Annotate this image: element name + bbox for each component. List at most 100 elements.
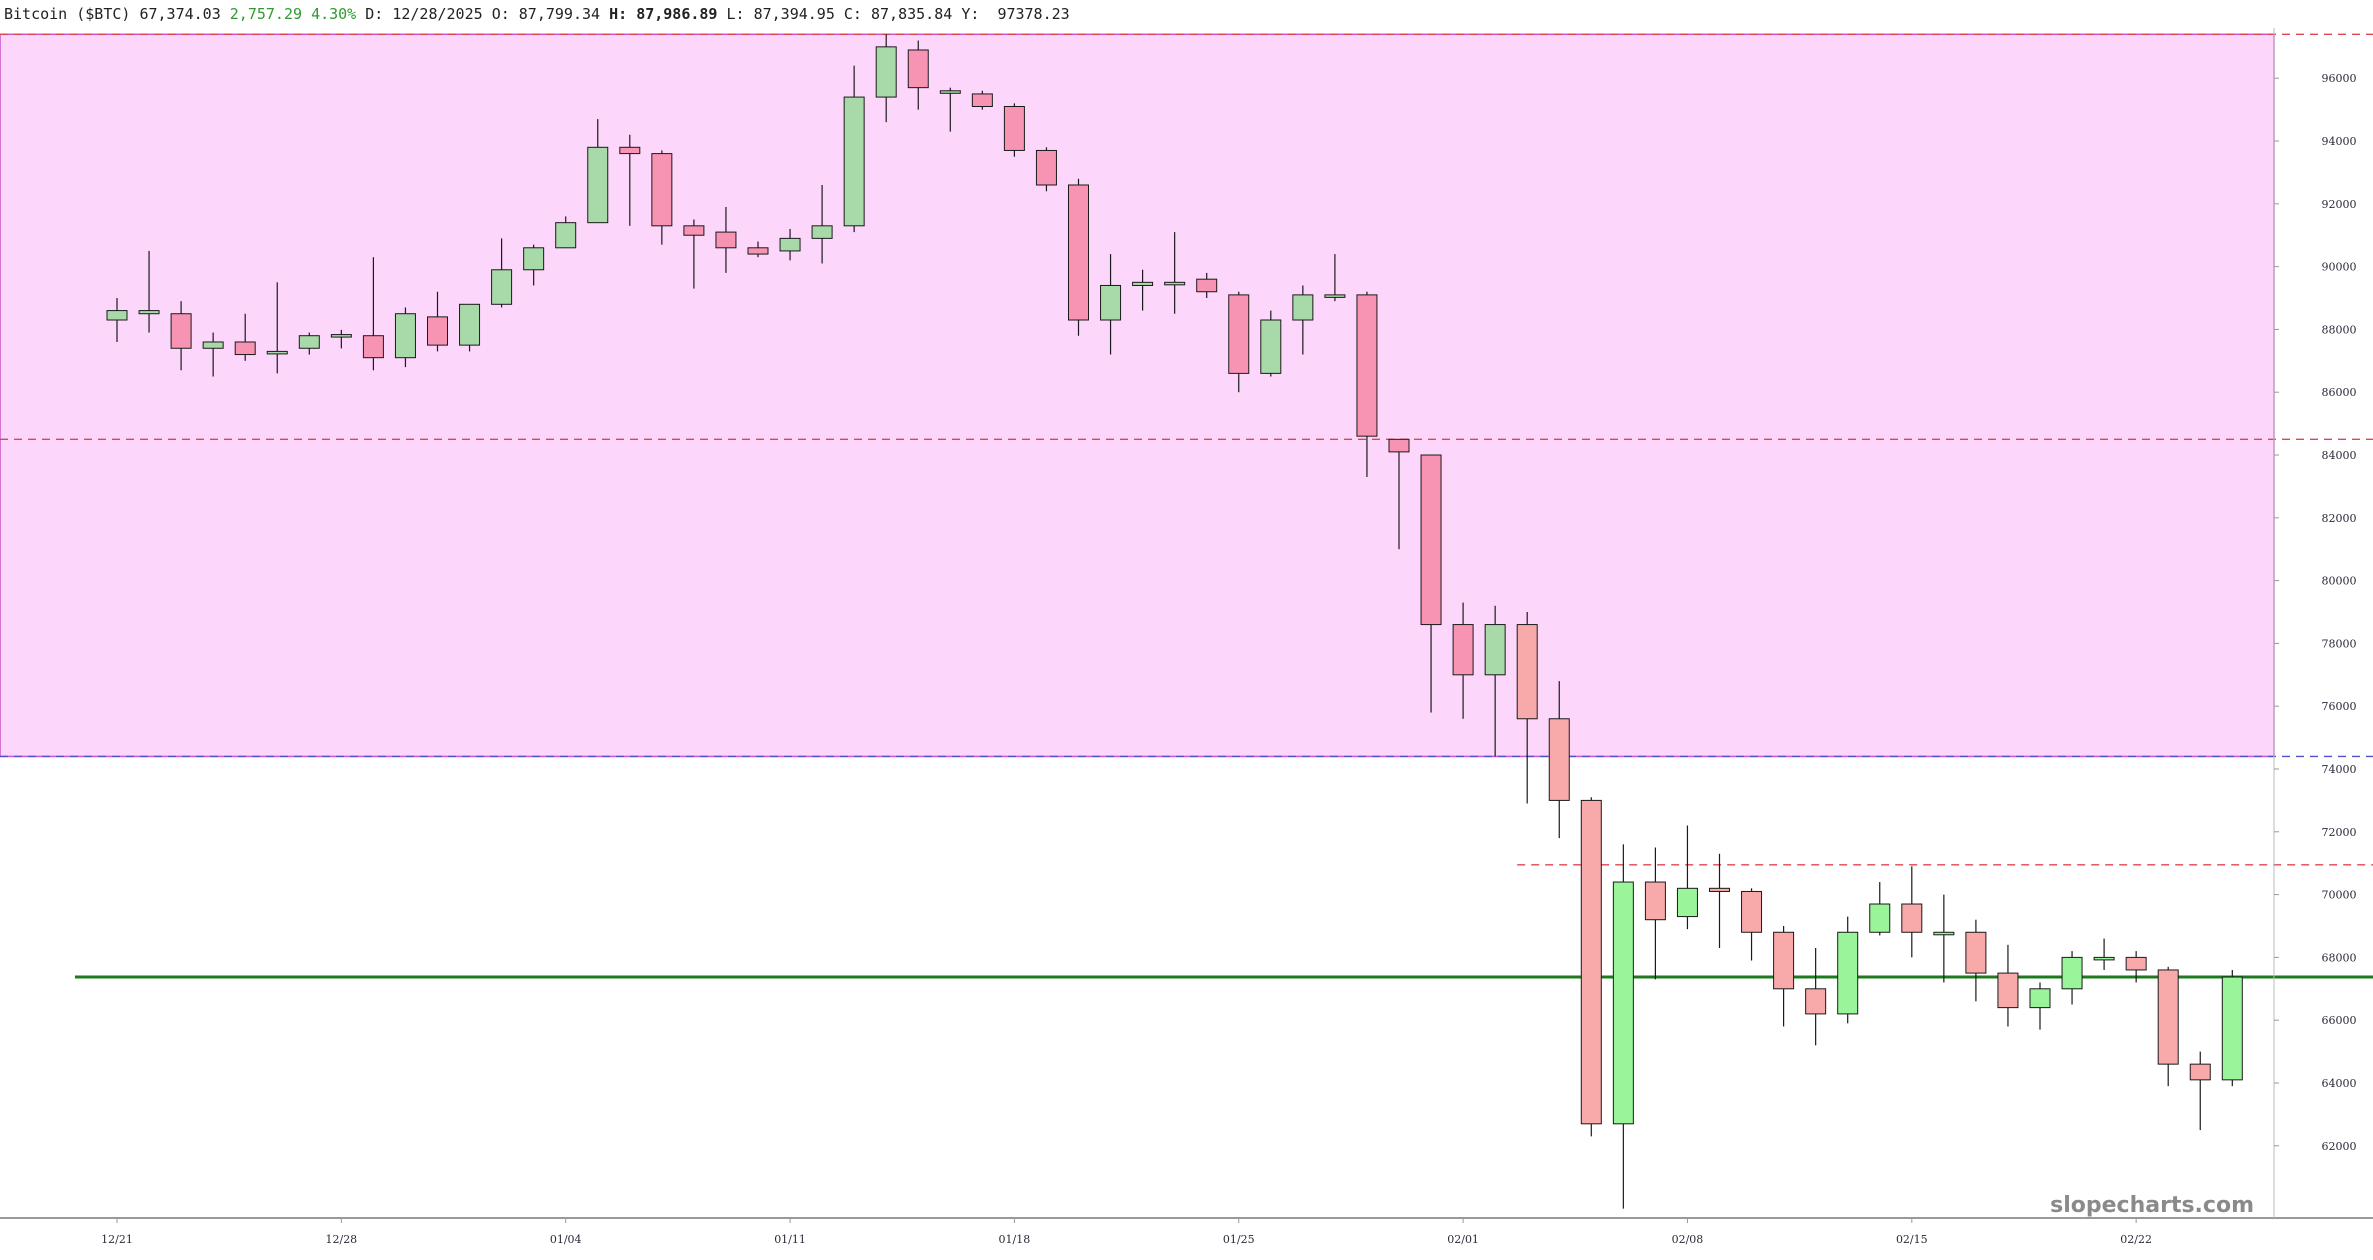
x-tick-label: 02/08 [1672, 1233, 1704, 1246]
candle-body [1773, 931, 1795, 990]
candle-body [491, 269, 513, 305]
candle-body [1741, 890, 1763, 933]
candle-body [394, 313, 416, 359]
x-tick-label: 01/18 [999, 1233, 1031, 1246]
reference-lines [0, 33, 2373, 979]
y-tick-label: 70000 [2322, 889, 2357, 902]
x-tick-label: 01/25 [1223, 1233, 1255, 1246]
candle [170, 301, 192, 371]
zone-layer [0, 33, 2275, 758]
candle-body [266, 350, 288, 355]
candle [715, 206, 737, 273]
y-tick-label: 62000 [2322, 1140, 2357, 1153]
candle [1773, 925, 1795, 1027]
candle [427, 291, 448, 352]
candle-body [1356, 294, 1378, 437]
candle [1292, 285, 1314, 355]
close-value: 87,835.84 [871, 5, 953, 23]
candle [811, 184, 833, 264]
y-tick-label: 92000 [2322, 198, 2357, 211]
axes: 96000 94000 92000 90000 88000 86000 84000 82000… [0, 28, 2373, 1246]
candle [875, 34, 897, 123]
candle [459, 303, 481, 352]
candle [1003, 103, 1025, 157]
candle-body [1580, 799, 1602, 1125]
candle [619, 134, 641, 226]
candle [266, 282, 288, 374]
y-tick-label: 88000 [2322, 323, 2357, 336]
candle [2029, 982, 2051, 1030]
candle-body [523, 247, 545, 271]
candle [1516, 612, 1538, 804]
last-price: 67,374.03 [139, 5, 221, 23]
candle-body [1612, 881, 1634, 1125]
candle [1388, 438, 1410, 550]
candle-body [1035, 149, 1057, 186]
y-tick-label: 90000 [2322, 261, 2357, 274]
candle [1580, 797, 1602, 1137]
candle-body [2157, 969, 2179, 1065]
candle [1612, 844, 1634, 1209]
y-tick-label: 66000 [2322, 1014, 2357, 1027]
candle-body [811, 225, 833, 239]
range-zone [0, 33, 2275, 758]
y-label: Y: [961, 5, 980, 23]
candle [106, 298, 128, 342]
y-tick-label: 78000 [2322, 637, 2357, 650]
candle [1068, 178, 1089, 336]
x-tick-label: 12/21 [101, 1233, 133, 1246]
candle [1644, 847, 1666, 980]
candle [1324, 254, 1346, 302]
y-tick-label: 96000 [2322, 72, 2357, 85]
candle [651, 150, 673, 245]
candle [1452, 602, 1474, 719]
candle-body [1100, 284, 1122, 321]
high-value: 87,986.89 [636, 5, 718, 23]
candle-body [1452, 624, 1474, 676]
price-change: 2,757.29 [229, 5, 303, 23]
watermark-text: slopecharts.com [2050, 1193, 2254, 1218]
candle-body [1997, 972, 2019, 1009]
candle-body [1196, 278, 1218, 293]
candle [1356, 291, 1378, 477]
candle-body [1132, 281, 1154, 286]
candle-body [1837, 931, 1859, 1015]
candle [1164, 232, 1186, 314]
candle [1805, 947, 1827, 1046]
candle [394, 307, 416, 368]
candle-body [1933, 931, 1955, 936]
candle-body [298, 335, 320, 349]
candle-body [427, 316, 448, 346]
candle-body [1003, 105, 1025, 151]
candle [2221, 969, 2243, 1087]
candle [1901, 866, 1923, 958]
candle-body [939, 90, 961, 94]
candle-body [715, 231, 737, 249]
candle-body [779, 237, 801, 252]
quote-header: Bitcoin ($BTC) 67,374.03 2,757.29 4.30% … [4, 2, 1070, 26]
candle [779, 228, 801, 261]
candle-body [1516, 624, 1538, 720]
candle-body [1709, 887, 1730, 892]
candle-body [1164, 281, 1186, 286]
candle [1933, 894, 1955, 983]
candle-body [1292, 294, 1314, 321]
candles [106, 34, 2243, 1209]
y-tick-label: 86000 [2322, 386, 2357, 399]
candle-body [907, 49, 929, 89]
candle-body [1228, 294, 1250, 374]
candle-body [619, 146, 641, 155]
candle-body [2221, 976, 2243, 1081]
candle [1965, 919, 1987, 1002]
candle-body [1324, 294, 1346, 298]
candle-body [1260, 319, 1282, 374]
y-tick-label: 94000 [2322, 135, 2357, 148]
candle [939, 87, 961, 132]
candle [1837, 916, 1859, 1024]
candle [1676, 825, 1698, 930]
candle-body [875, 46, 897, 98]
candle [1035, 147, 1057, 192]
candle [1100, 254, 1122, 355]
candle [202, 332, 224, 377]
